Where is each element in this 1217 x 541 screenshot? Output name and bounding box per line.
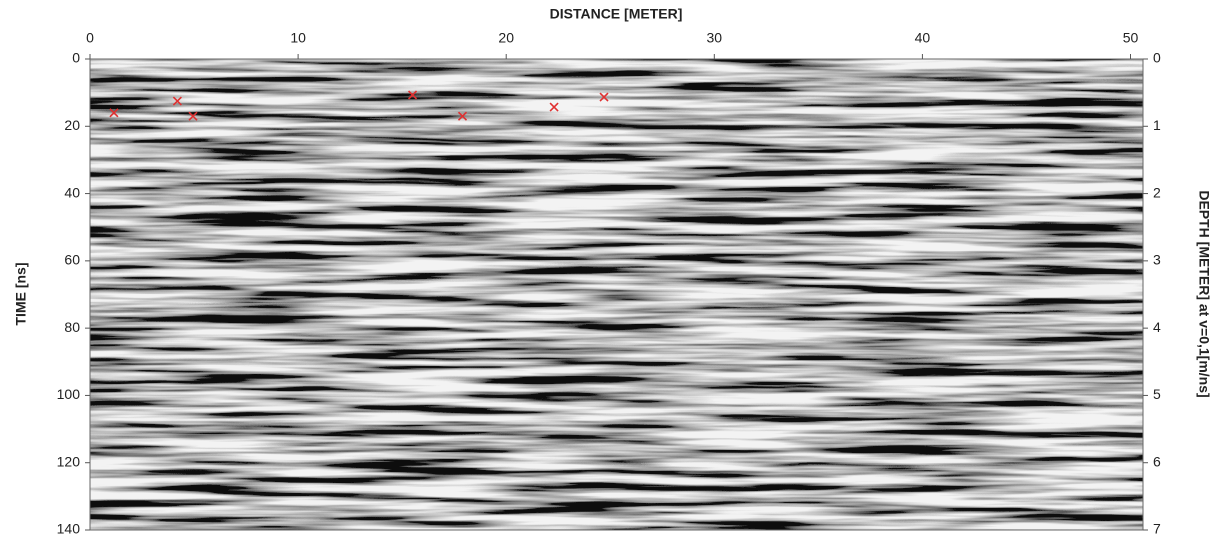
y2-tick-label: 4 xyxy=(1153,319,1161,335)
y-tick-label: 140 xyxy=(57,521,81,537)
y2-tick-label: 6 xyxy=(1153,453,1161,469)
x-tick-label: 40 xyxy=(915,30,931,46)
x-tick-label: 20 xyxy=(498,30,514,46)
y-tick-label: 0 xyxy=(72,50,80,66)
y-tick-label: 60 xyxy=(64,252,80,268)
y2-tick-label: 2 xyxy=(1153,184,1161,200)
x-tick-label: 10 xyxy=(290,30,306,46)
y2-tick-label: 0 xyxy=(1153,50,1161,66)
x-tick-label: 0 xyxy=(86,30,94,46)
y2-tick-label: 7 xyxy=(1153,521,1161,537)
radargram-texture xyxy=(90,59,1143,530)
y2-tick-label: 5 xyxy=(1153,386,1161,402)
x-tick-label: 30 xyxy=(707,30,723,46)
y2-tick-label: 3 xyxy=(1153,252,1161,268)
y-axis-title: TIME [ns] xyxy=(13,263,29,326)
x-axis-title: DISTANCE [METER] xyxy=(550,6,683,22)
page: {"chart_data": {"type": "scatter", "titl… xyxy=(0,0,1217,541)
y-tick-label: 80 xyxy=(64,319,80,335)
y-tick-label: 20 xyxy=(64,117,80,133)
chart: DISTANCE [METER] TIME [ns] DEPTH [METER]… xyxy=(0,0,1217,541)
y-tick-label: 40 xyxy=(64,184,80,200)
y-tick-label: 120 xyxy=(57,453,81,469)
y-tick-label: 100 xyxy=(57,386,81,402)
y2-axis-title: DEPTH [METER] at v=0,1[m/ns] xyxy=(1196,190,1212,397)
y2-tick-label: 1 xyxy=(1153,117,1161,133)
x-tick-label: 50 xyxy=(1123,30,1139,46)
